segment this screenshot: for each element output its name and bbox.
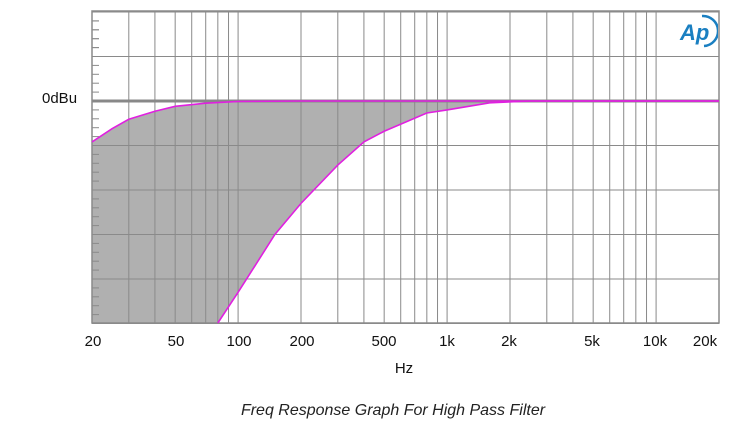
x-tick-100: 100	[226, 333, 252, 350]
x-tick-50: 50	[167, 333, 185, 350]
x-tick-20: 20	[84, 333, 102, 350]
x-tick-200: 200	[289, 333, 315, 350]
x-tick-1k: 1k	[439, 333, 455, 350]
response-curve	[217, 100, 719, 324]
fill-region	[92, 101, 719, 323]
x-axis-label: Hz	[394, 360, 414, 377]
x-tick-5k: 5k	[584, 333, 600, 350]
y-reference-label: 0dBu	[42, 90, 78, 107]
svg-text:Ap: Ap	[679, 20, 709, 45]
x-tick-20k: 20k	[692, 333, 718, 350]
chart-caption: Freq Response Graph For High Pass Filter	[240, 402, 546, 419]
ap-logo-icon: Ap	[679, 14, 718, 48]
x-tick-500: 500	[371, 333, 397, 350]
x-tick-10k: 10k	[642, 333, 668, 350]
response-curve	[91, 100, 719, 143]
x-tick-2k: 2k	[501, 333, 517, 350]
